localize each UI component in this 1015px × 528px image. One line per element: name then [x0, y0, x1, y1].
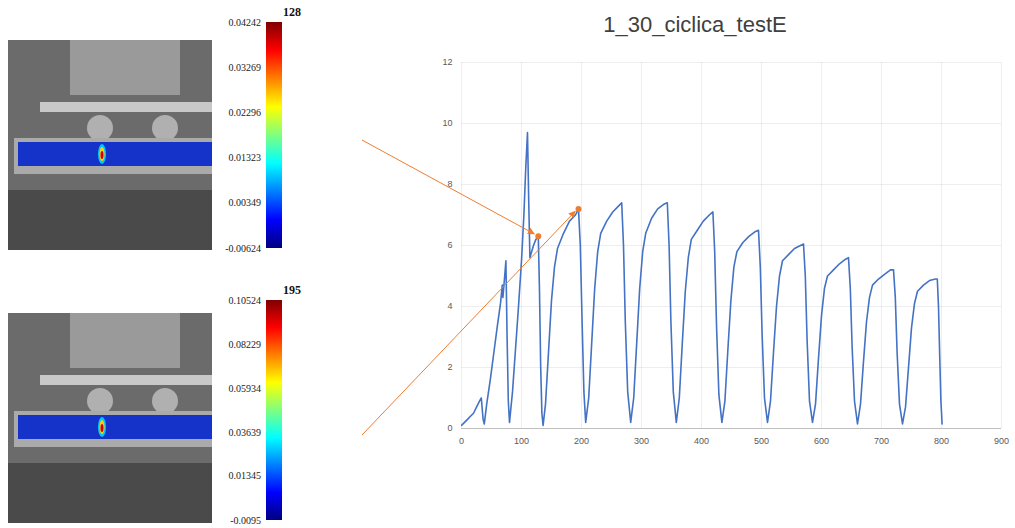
- svg-text:100: 100: [514, 436, 529, 446]
- svg-text:12: 12: [442, 57, 452, 67]
- svg-text:800: 800: [934, 436, 949, 446]
- svg-text:200: 200: [574, 436, 589, 446]
- svg-text:0.03269: 0.03269: [229, 62, 262, 73]
- svg-text:0.00349: 0.00349: [229, 197, 262, 208]
- svg-text:0.08229: 0.08229: [229, 339, 262, 350]
- svg-text:-0.0095: -0.0095: [230, 515, 261, 526]
- svg-text:0.02296: 0.02296: [229, 107, 262, 118]
- svg-text:0.10524: 0.10524: [229, 295, 262, 306]
- svg-text:4: 4: [447, 301, 452, 311]
- svg-text:400: 400: [694, 436, 709, 446]
- svg-text:0: 0: [459, 436, 464, 446]
- svg-text:6: 6: [447, 240, 452, 250]
- svg-text:0.03639: 0.03639: [229, 427, 262, 438]
- svg-text:-0.00624: -0.00624: [225, 243, 261, 254]
- svg-text:600: 600: [814, 436, 829, 446]
- svg-text:0.01345: 0.01345: [229, 470, 262, 481]
- svg-text:128: 128: [283, 5, 301, 19]
- svg-text:8: 8: [447, 179, 452, 189]
- svg-text:0.04242: 0.04242: [229, 17, 262, 28]
- svg-text:0.01323: 0.01323: [229, 152, 262, 163]
- svg-text:0: 0: [447, 423, 452, 433]
- svg-text:300: 300: [634, 436, 649, 446]
- html-text:1_30_ciclica_testE: 1_30_ciclica_testE: [603, 12, 787, 37]
- svg-text:195: 195: [283, 283, 301, 297]
- svg-text:700: 700: [874, 436, 889, 446]
- svg-text:500: 500: [754, 436, 769, 446]
- svg-text:2: 2: [447, 362, 452, 372]
- svg-text:0.05934: 0.05934: [229, 383, 262, 394]
- svg-text:10: 10: [442, 118, 452, 128]
- svg-text:900: 900: [994, 436, 1009, 446]
